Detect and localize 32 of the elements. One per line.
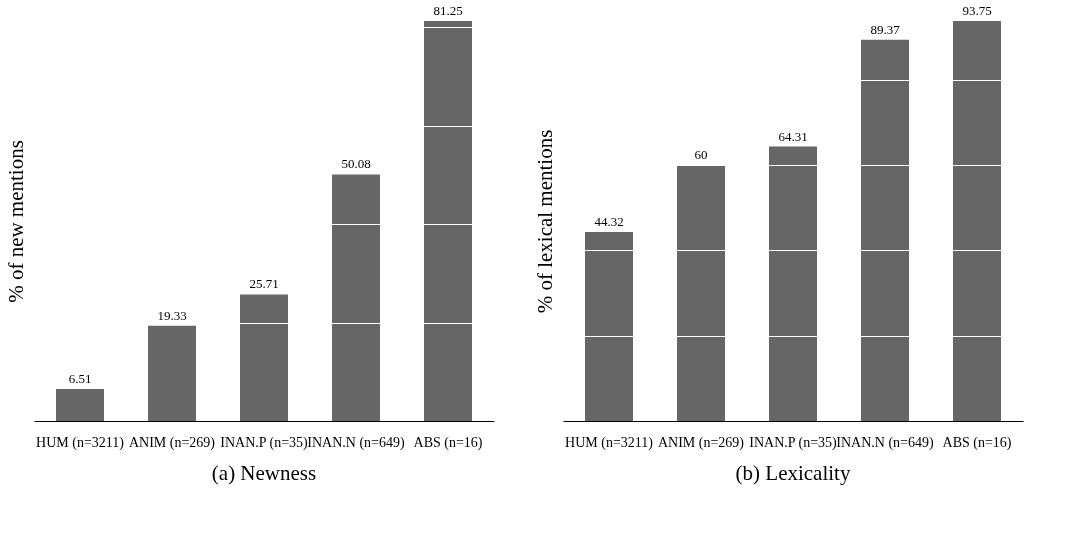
- bar: [56, 388, 104, 421]
- data-label: 81.25: [433, 3, 463, 18]
- x-tick-label: INAN.N (n=649): [307, 434, 405, 451]
- bar: [424, 21, 472, 421]
- text: (a) Newness: [211, 461, 317, 485]
- data-label: 50.08: [341, 156, 371, 172]
- bar: [240, 294, 288, 421]
- bar: [148, 325, 196, 421]
- data-label: 19.33: [157, 307, 187, 323]
- y-axis-title: % of new mentions: [3, 140, 28, 303]
- data-label: 64.31: [778, 128, 808, 144]
- x-tick-label: ABS (n=16): [413, 434, 483, 451]
- x-tick-label: ABS (n=16): [942, 434, 1012, 451]
- bar: [677, 165, 725, 421]
- bar: [769, 146, 817, 421]
- x-tick-label: ANIM (n=269): [128, 434, 216, 451]
- data-label: 89.37: [870, 21, 901, 37]
- x-tick-label: HUM (n=3211): [36, 434, 125, 451]
- data-label: 44.32: [594, 213, 624, 229]
- x-tick-label: ANIM (n=269): [657, 434, 745, 451]
- x-tick-label: INAN.N (n=649): [836, 434, 934, 451]
- bar: [861, 39, 909, 421]
- y-axis-title: % of lexical mentions: [532, 129, 557, 314]
- x-tick-label: HUM (n=3211): [565, 434, 654, 451]
- text: (b) Lexicality: [735, 461, 851, 485]
- data-label: 60: [694, 147, 708, 162]
- bar: [953, 21, 1001, 421]
- bar: [585, 231, 633, 421]
- bar: [332, 174, 380, 421]
- data-label: 93.75: [962, 3, 992, 18]
- data-label: 25.71: [249, 276, 279, 292]
- data-label: 6.51: [68, 370, 92, 386]
